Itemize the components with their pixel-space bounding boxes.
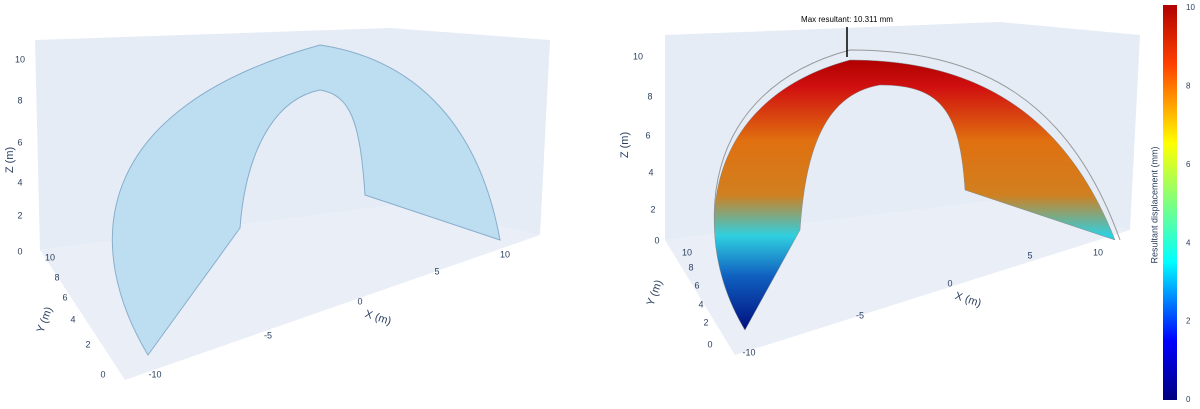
colorbar-tick-label: 0: [1186, 395, 1191, 404]
x-tick-label: -10: [148, 369, 161, 379]
y-tick-label: 0: [707, 339, 712, 349]
z-tick-label: 0: [654, 235, 659, 245]
colorbar-tick-label: 2: [1186, 317, 1191, 326]
z-tick-label: 0: [17, 246, 22, 256]
x-tick-label: 10: [1093, 247, 1103, 257]
y-axis-title: Y (m): [35, 305, 55, 334]
x-tick-label: -10: [742, 347, 755, 357]
x-axis-title: X (m): [363, 308, 392, 328]
colorbar-title: Resultant displacement (mm): [1149, 146, 1159, 263]
z-tick-label: 4: [648, 167, 653, 177]
y-tick-label: 10: [682, 247, 692, 257]
x-axis-title: X (m): [953, 290, 982, 310]
scene-right: Max resultant: 10.311 mm: [665, 15, 1140, 355]
y-tick-label: 6: [62, 292, 67, 302]
y-tick-label: 4: [70, 314, 75, 324]
z-tick-label: 8: [17, 95, 22, 105]
x-tick-label: -5: [856, 310, 864, 320]
y-tick-label: 8: [54, 272, 59, 282]
y-tick-label: 10: [45, 252, 55, 262]
surface: [714, 59, 1116, 331]
z-tick-label: 2: [17, 210, 22, 220]
x-tick-label: 10: [500, 249, 510, 259]
colorbar: [1163, 5, 1177, 400]
z-tick-label: 8: [647, 91, 652, 101]
annotation: Max resultant: 10.311 mm: [801, 15, 893, 24]
y-tick-label: 8: [688, 262, 693, 272]
y-tick-label: 6: [694, 280, 699, 290]
colorbar-tick-label: 8: [1186, 82, 1191, 91]
z-tick-label: 4: [17, 177, 22, 187]
y-tick-label: 2: [703, 317, 708, 327]
y-tick-label: 4: [698, 299, 703, 309]
surface: [111, 44, 501, 356]
x-tick-label: 5: [1027, 250, 1032, 260]
z-axis-title: Z (m): [619, 132, 631, 158]
x-tick-label: 5: [434, 266, 439, 276]
colorbar-tick-label: 10: [1186, 3, 1195, 12]
x-tick-label: 0: [947, 278, 952, 288]
colorbar-tick-label: 4: [1186, 238, 1191, 247]
z-axis-title: Z (m): [4, 147, 16, 173]
x-tick-label: 0: [357, 296, 362, 306]
z-tick-label: 6: [17, 137, 22, 147]
y-tick-label: 2: [85, 339, 90, 349]
z-tick-label: 10: [15, 54, 25, 64]
y-axis-title: Y (m): [645, 278, 665, 307]
z-tick-label: 2: [650, 204, 655, 214]
z-tick-label: 10: [633, 51, 643, 61]
x-tick-label: -5: [264, 330, 272, 340]
y-tick-label: 0: [100, 369, 105, 379]
scene-left: [35, 28, 550, 380]
colorbar-tick-label: 6: [1186, 160, 1191, 169]
z-tick-label: 6: [645, 130, 650, 140]
